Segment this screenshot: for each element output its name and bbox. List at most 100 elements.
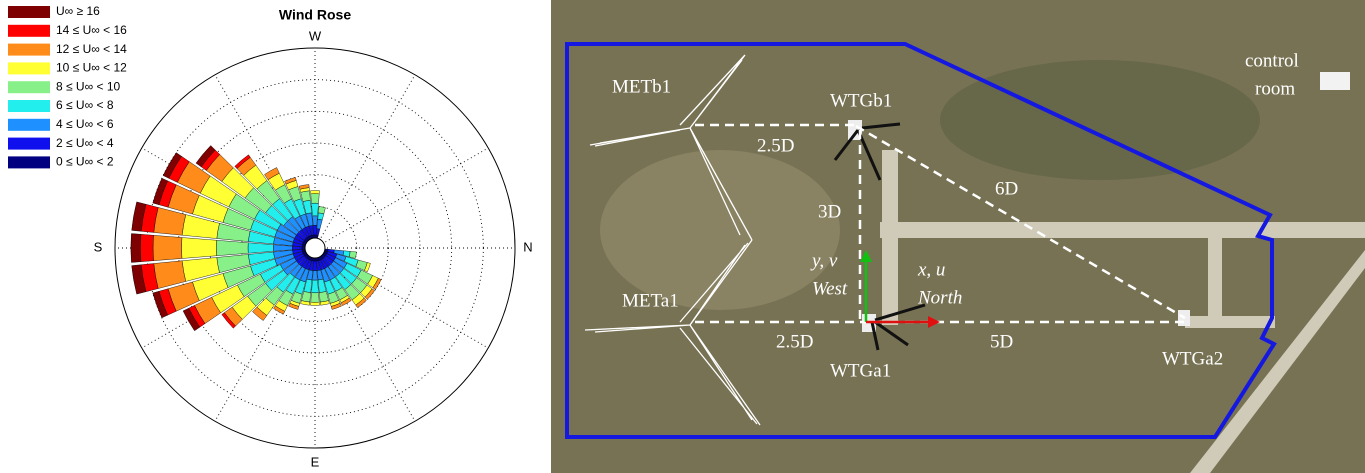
wedge-segment — [298, 184, 310, 190]
wedge-segment — [131, 264, 147, 295]
map-label: 3D — [818, 201, 841, 222]
wedge-segment — [234, 154, 251, 169]
wedge-segment — [310, 301, 320, 306]
wedge-segment — [310, 193, 320, 204]
spoke — [314, 247, 489, 349]
spoke — [214, 247, 316, 422]
legend-swatch — [8, 62, 50, 75]
wedge-segment — [247, 242, 274, 254]
map-label: 2.5D — [776, 331, 813, 352]
center-hole — [304, 237, 326, 259]
legend-label: 14 ≤ U∞ < 16 — [56, 23, 127, 37]
terrain-patch — [600, 150, 840, 310]
outer-ring — [114, 47, 516, 449]
wedge-segment — [364, 262, 371, 273]
wedge-segment — [216, 240, 249, 256]
wedge-segment — [319, 300, 330, 306]
legend-label: 4 ≤ U∞ < 6 — [56, 117, 114, 131]
road — [882, 150, 898, 325]
legend-swatch — [8, 156, 50, 169]
control-building — [1320, 72, 1350, 90]
wind-rose: Wind Rose W N E S U∞ ≥ 16 14 ≤ U∞ < 16 12 … — [8, 4, 533, 469]
map-label: room — [1255, 78, 1295, 99]
wedge-segment — [252, 306, 268, 321]
met-tower-b1 — [589, 54, 753, 241]
wedge-segment — [312, 215, 318, 226]
wedge-segment — [162, 152, 182, 179]
road — [1190, 250, 1365, 473]
wedge-segment — [318, 206, 326, 215]
chart-title: Wind Rose — [279, 7, 351, 23]
road — [1185, 316, 1275, 328]
map-label: WTGa2 — [1162, 348, 1223, 369]
map-label: METa1 — [622, 290, 679, 311]
map-label: North — [917, 287, 962, 308]
map-label: x, u — [917, 259, 945, 280]
spoke — [214, 74, 316, 249]
wedge-segment — [152, 291, 168, 319]
legend-swatch — [8, 6, 50, 18]
wedge-segment — [221, 312, 236, 329]
map-label: WTGa1 — [830, 360, 891, 381]
map-label: METb1 — [612, 76, 671, 97]
terrain-patch — [940, 60, 1260, 180]
wedge-segment — [152, 235, 183, 261]
wedge-segment — [340, 297, 352, 306]
site-map: METb1 WTGb1 2.5D 6D 3D y, v West x, u No… — [551, 0, 1365, 473]
wedge-segment — [140, 234, 154, 262]
legend-swatch — [8, 100, 50, 112]
wedge-segment — [330, 302, 342, 310]
wedge-segment — [311, 279, 319, 294]
wedge-segment — [348, 251, 357, 259]
wedge-segment — [131, 201, 147, 232]
wedge-segment — [288, 302, 300, 310]
map-label: 2.5D — [757, 135, 794, 156]
map-label: West — [812, 278, 848, 299]
map-label: control — [1245, 50, 1299, 71]
wedge-segment — [310, 190, 320, 195]
legend-label: 10 ≤ U∞ < 12 — [56, 61, 127, 75]
site-boundary — [565, 42, 1277, 439]
wedge-segment — [152, 177, 168, 205]
wedge-segment — [311, 202, 319, 217]
legend-label: 12 ≤ U∞ < 14 — [56, 42, 127, 56]
wedge-segment — [300, 300, 311, 306]
wedge-segment — [264, 167, 280, 181]
map-label: 5D — [990, 331, 1013, 352]
legend-swatch — [8, 118, 50, 131]
met-tower-a1 — [584, 239, 761, 426]
wedge-segment — [372, 277, 382, 290]
legend-label: 2 ≤ U∞ < 4 — [56, 136, 114, 150]
compass-label: W — [309, 28, 322, 43]
wedge-segment — [181, 237, 217, 259]
legend-label: U∞ ≥ 16 — [56, 4, 100, 18]
road — [1208, 235, 1222, 322]
arrow-head — [860, 250, 872, 262]
wedge-segment — [130, 233, 142, 263]
spoke — [314, 74, 416, 249]
legend-label: 6 ≤ U∞ < 8 — [56, 98, 114, 112]
grid-ring — [241, 174, 389, 322]
spoke — [314, 147, 489, 249]
map-label: y, v — [810, 250, 838, 271]
wedge-segment — [195, 145, 216, 168]
road — [880, 222, 1365, 238]
legend-swatch — [8, 24, 50, 37]
map-label: 6D — [995, 178, 1018, 199]
spoke — [314, 247, 416, 422]
wedge-segment — [355, 297, 367, 308]
compass-label: E — [311, 454, 320, 469]
wedge-segment — [312, 270, 318, 281]
wedge-segment — [284, 177, 297, 185]
legend-label: 0 ≤ U∞ < 2 — [56, 155, 114, 169]
wedge-segment — [273, 305, 286, 315]
map-label: WTGb1 — [830, 90, 892, 111]
wedge-segment — [310, 292, 320, 303]
wedge-segment — [182, 307, 201, 332]
wedge-segment — [364, 288, 375, 300]
grid-ring — [209, 142, 421, 354]
legend-swatch — [8, 81, 50, 94]
compass-label: S — [94, 239, 103, 254]
compass-label: N — [523, 239, 532, 254]
